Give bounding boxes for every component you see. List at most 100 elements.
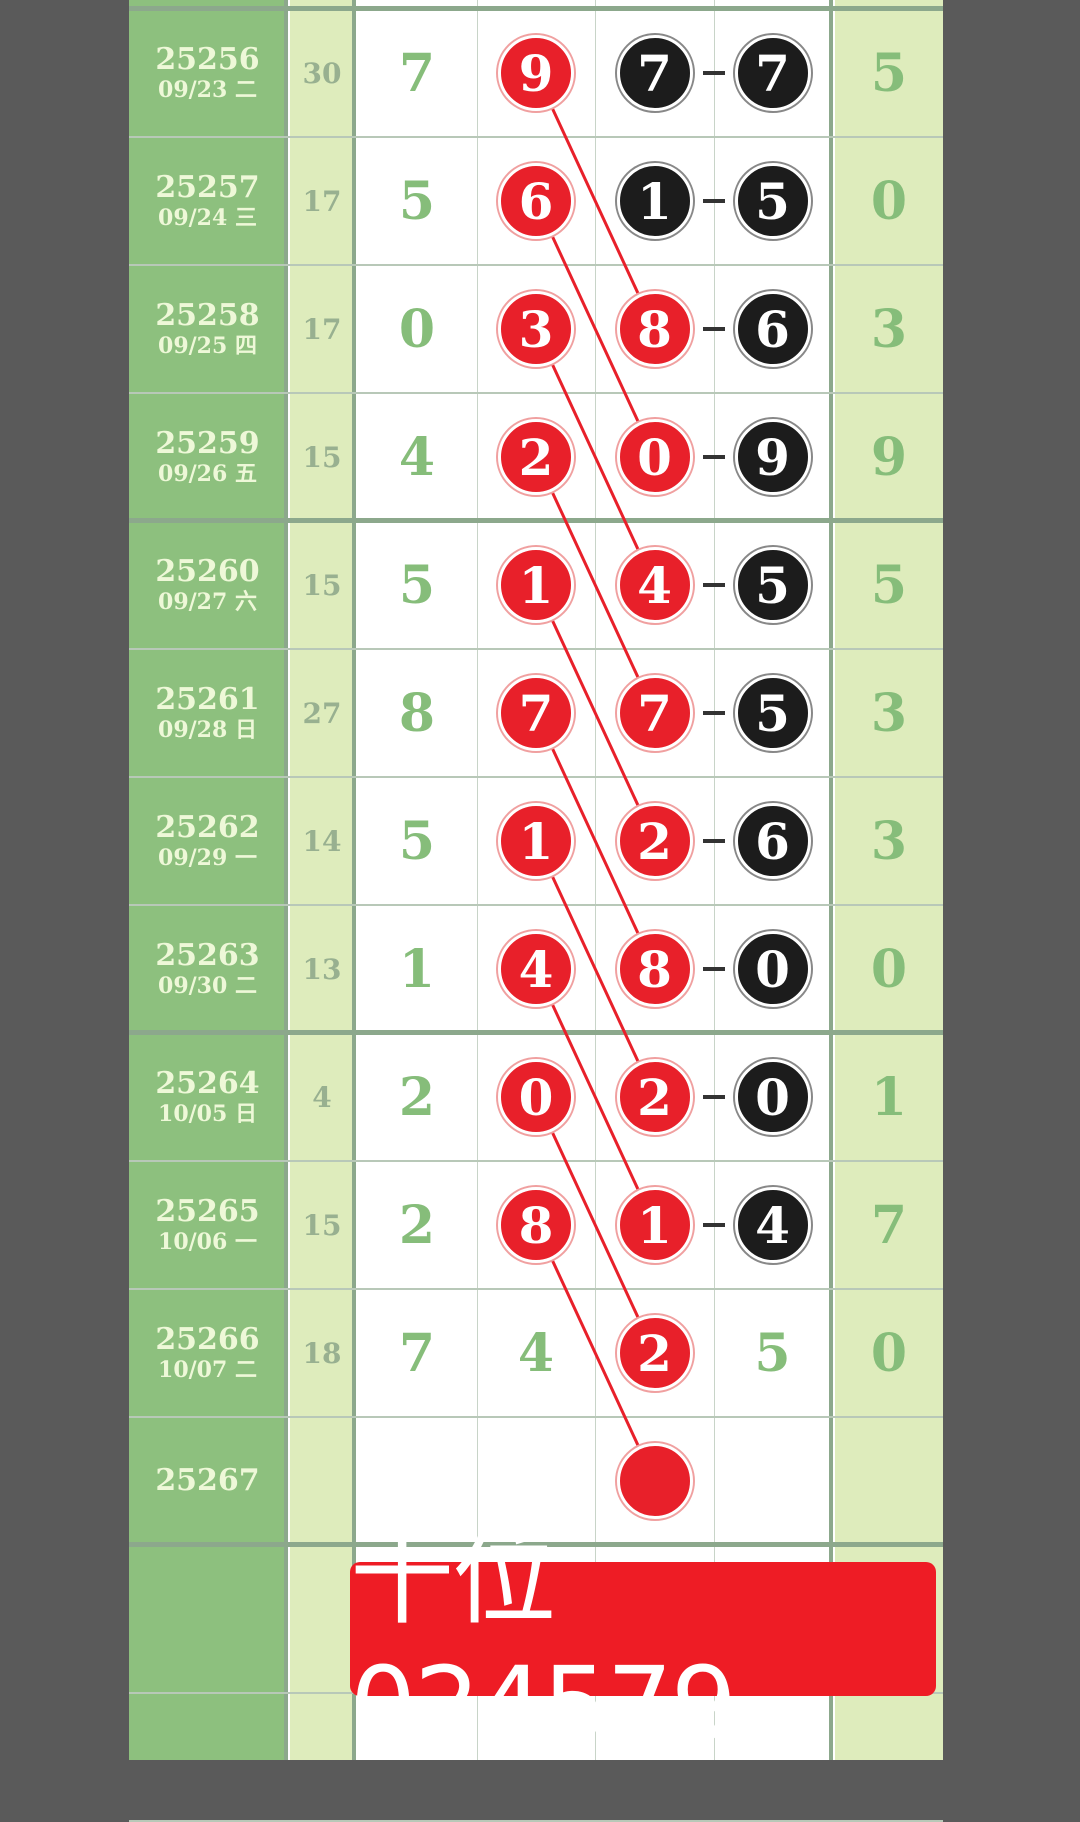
digit-cell: 2 [595, 1289, 714, 1417]
digit-cell: 7 [714, 9, 831, 137]
sum-value: 15 [302, 1208, 342, 1242]
digit-cell: 3 [477, 265, 595, 393]
issue-number: 25267 [155, 1463, 260, 1498]
black-ball: 5 [734, 675, 811, 751]
digit-cell: 5 [714, 649, 831, 777]
red-ball: 4 [498, 931, 574, 1007]
issue-number: 25256 [155, 42, 260, 77]
digit-cell: 8 [595, 905, 714, 1033]
last-digit-value: 3 [870, 298, 908, 360]
digit-cell: 1 [595, 1161, 714, 1289]
black-ball: 1 [616, 163, 693, 239]
red-ball: 2 [498, 419, 574, 495]
digit-value: 5 [398, 810, 436, 872]
issue-number: 25263 [155, 938, 260, 973]
last-digit-value: 9 [870, 426, 908, 488]
red-ball: 1 [498, 803, 574, 879]
red-ball: 8 [616, 931, 693, 1007]
table-row: 25256 09/23 二 30 7 9 7 7 5 [129, 9, 943, 137]
red-ball: 1 [616, 1187, 693, 1263]
issue-cell: 25267 [129, 1417, 286, 1545]
sum-value: 27 [302, 696, 342, 730]
black-ball: 7 [734, 35, 811, 111]
last-digit-value: 1 [870, 1066, 908, 1128]
digit-value: 7 [398, 1322, 436, 1384]
black-ball: 0 [734, 1059, 811, 1135]
digit-cell: 1 [477, 521, 595, 649]
digit-cell: 6 [714, 777, 831, 905]
table-row: 25262 09/29 一 14 5 1 2 6 3 [129, 777, 943, 905]
issue-date: 10/07 二 [158, 1357, 257, 1383]
issue-number: 25257 [155, 170, 260, 205]
issue-cell: 25264 10/05 日 [129, 1033, 286, 1161]
column-divider-thick [829, 0, 833, 1760]
digit-cell: 4 [477, 1289, 595, 1417]
table-row: 25258 09/25 四 17 0 3 8 6 3 [129, 265, 943, 393]
table-row: 25267 [129, 1417, 943, 1545]
issue-date: 10/05 日 [158, 1101, 257, 1127]
digit-cell: 9 [714, 393, 831, 521]
digit-cell: 4 [357, 393, 477, 521]
digit-cell [595, 1417, 714, 1545]
dash-separator [703, 711, 725, 715]
last-digit-value: 0 [870, 170, 908, 232]
digit-value: 0 [398, 298, 436, 360]
digit-cell: 0 [714, 905, 831, 1033]
issue-cell: 25262 09/29 一 [129, 777, 286, 905]
sum-value: 15 [302, 440, 342, 474]
digit-cell: 7 [357, 1289, 477, 1417]
last-digit-value: 3 [870, 810, 908, 872]
digit-cell: 2 [357, 1161, 477, 1289]
issue-date: 10/06 一 [158, 1229, 257, 1255]
table-row: 25260 09/27 六 15 5 1 4 5 5 [129, 521, 943, 649]
issue-date: 09/29 一 [158, 845, 257, 871]
digit-value: 2 [398, 1066, 436, 1128]
digit-cell: 2 [357, 1033, 477, 1161]
digit-cell: 4 [595, 521, 714, 649]
issue-number: 25266 [155, 1322, 260, 1357]
red-ball: 8 [498, 1187, 574, 1263]
digit-cell: 2 [595, 777, 714, 905]
issue-date: 09/24 三 [158, 205, 257, 231]
digit-cell: 2 [477, 393, 595, 521]
dash-separator [703, 583, 725, 587]
issue-number: 25265 [155, 1194, 260, 1229]
black-ball: 5 [734, 163, 811, 239]
red-ball: 1 [498, 547, 574, 623]
digit-cell: 0 [595, 393, 714, 521]
digit-cell: 6 [714, 265, 831, 393]
red-ball: 9 [498, 35, 574, 111]
sum-column [290, 0, 354, 1760]
digit-cell: 0 [477, 1033, 595, 1161]
table-row: 25263 09/30 二 13 1 4 8 0 0 [129, 905, 943, 1033]
row-divider [129, 6, 943, 11]
digit-cell: 4 [477, 905, 595, 1033]
row-divider [129, 1542, 943, 1547]
red-ball: 2 [616, 1315, 693, 1391]
digit-value: 2 [398, 1194, 436, 1256]
issue-number: 25258 [155, 298, 260, 333]
sum-value: 17 [302, 184, 342, 218]
digit-cell: 5 [714, 137, 831, 265]
digit-cell: 7 [595, 649, 714, 777]
digit-cell: 8 [477, 1161, 595, 1289]
digit-cell: 7 [357, 9, 477, 137]
black-ball: 6 [734, 291, 811, 367]
tens-digit-banner: 十位024579 [350, 1517, 936, 1766]
dash-separator [703, 455, 725, 459]
red-ball: 2 [616, 803, 693, 879]
issue-date: 09/28 日 [158, 717, 257, 743]
sum-value: 30 [302, 56, 342, 90]
digit-value: 8 [398, 682, 436, 744]
last-digit-value: 5 [870, 554, 908, 616]
digit-cell: 2 [595, 1033, 714, 1161]
issue-number: 25264 [155, 1066, 260, 1101]
red-ball: 0 [498, 1059, 574, 1135]
sum-value: 4 [312, 1080, 332, 1114]
black-ball: 5 [734, 547, 811, 623]
sum-value: 18 [302, 1336, 342, 1370]
issue-cell: 25263 09/30 二 [129, 905, 286, 1033]
sum-value [290, 1417, 354, 1545]
issue-date: 09/30 二 [158, 973, 257, 999]
digit-value: 5 [398, 554, 436, 616]
